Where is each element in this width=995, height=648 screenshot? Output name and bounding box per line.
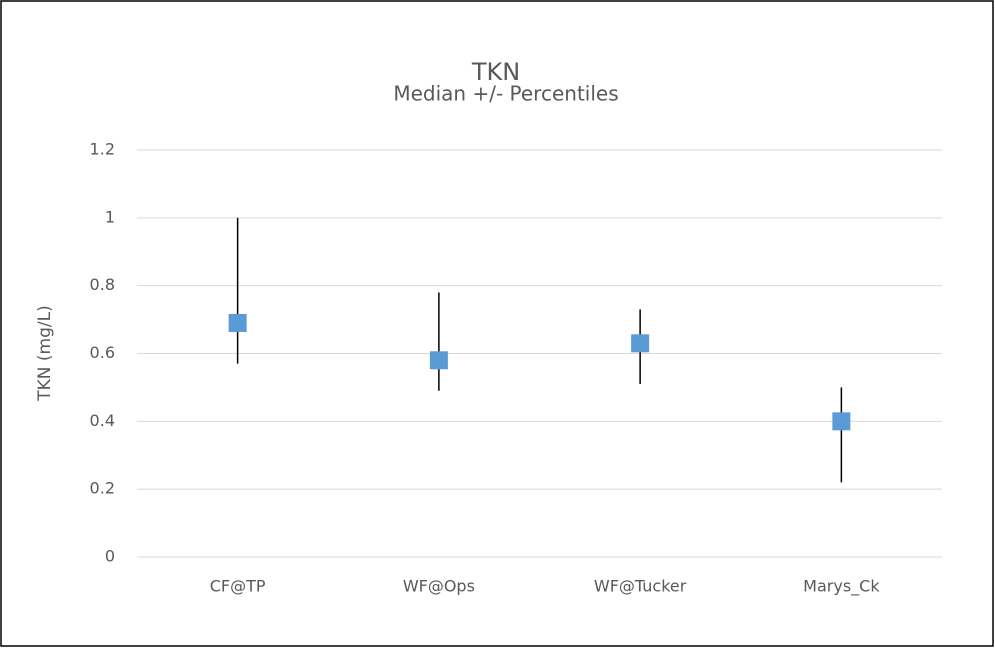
x-tick-label: Marys_Ck [803, 577, 880, 597]
y-tick-label: 0 [105, 547, 115, 566]
median-marker [429, 351, 448, 370]
chart-subtitle: Median +/- Percentiles [393, 82, 618, 106]
y-tick-label: 0.2 [90, 479, 115, 498]
x-tick-label: WF@Ops [403, 577, 475, 596]
x-tick-label: WF@Tucker [594, 577, 687, 596]
median-marker [631, 334, 650, 353]
y-tick-label: 0.8 [90, 275, 115, 294]
median-marker [228, 313, 247, 332]
y-tick-label: 1 [105, 207, 115, 226]
x-tick-label: CF@TP [210, 577, 266, 596]
chart-title: TKN [471, 58, 520, 86]
y-axis-label: TKN (mg/L) [35, 305, 55, 401]
y-tick-label: 0.4 [90, 411, 115, 430]
median-marker [832, 412, 851, 431]
y-tick-label: 0.6 [90, 343, 115, 362]
y-tick-label: 1.2 [90, 140, 115, 159]
